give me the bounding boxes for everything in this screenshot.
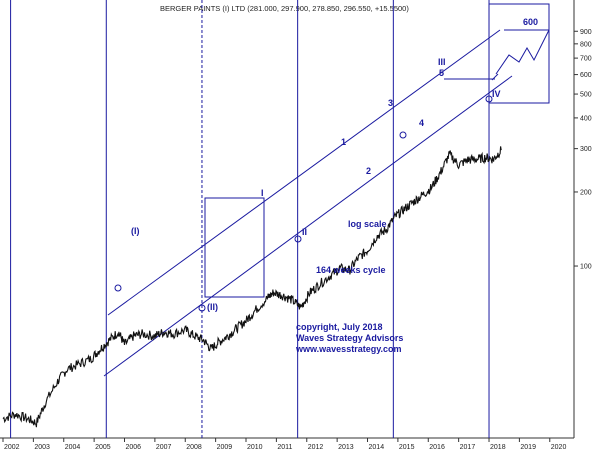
x-tick-label: 2005 <box>95 444 111 451</box>
wave-label-IV: IV <box>492 89 501 99</box>
cycle-lines <box>10 0 490 438</box>
y-tick-label: 500 <box>580 92 592 99</box>
y-tick-label: 600 <box>580 72 592 79</box>
wave-marker-circle <box>399 131 407 139</box>
y-tick-label: 100 <box>580 264 592 271</box>
log-scale-note: log scale <box>348 219 387 229</box>
wave-label-minor-I: I <box>261 188 264 198</box>
copyright-line-3: www.wavesstrategy.com <box>295 344 402 354</box>
wave-label-5: 5 <box>439 68 444 78</box>
copyright-line-2: Waves Strategy Advisors <box>296 333 403 343</box>
y-tick-label: 300 <box>580 146 592 153</box>
x-tick-label: 2009 <box>217 444 233 451</box>
price-series-line <box>2 146 502 428</box>
wave-marker-circle <box>294 235 302 243</box>
lower-channel-line <box>103 75 513 377</box>
x-tick-label: 2018 <box>490 444 506 451</box>
projection-path <box>495 29 550 75</box>
wave-marker-circle <box>198 304 206 312</box>
x-tick-label: 2003 <box>34 444 50 451</box>
x-tick-label: 2004 <box>65 444 81 451</box>
wave-label-III: III <box>438 57 446 67</box>
x-tick-label: 2017 <box>460 444 476 451</box>
upper-channel-line <box>107 29 501 316</box>
x-tick-label: 2016 <box>429 444 445 451</box>
wave-marker-circle <box>485 95 493 103</box>
target-label: 600 <box>523 17 538 27</box>
wave-label-2: 2 <box>366 166 371 176</box>
y-tick-label: 400 <box>580 115 592 122</box>
y-tick-label: 800 <box>580 41 592 48</box>
y-axis: 100 200 300 400 500 600 700 800 900 <box>574 29 592 271</box>
x-tick-label: 2010 <box>247 444 263 451</box>
x-tick-label: 2002 <box>4 444 20 451</box>
x-tick-label: 2012 <box>308 444 324 451</box>
projection-arrow-a <box>491 73 499 81</box>
wave-label-3: 3 <box>388 98 393 108</box>
y-tick-label: 700 <box>580 56 592 63</box>
y-tick-label: 200 <box>580 189 592 196</box>
x-tick-label: 2007 <box>156 444 172 451</box>
x-tick-label: 2011 <box>277 444 292 451</box>
wave-label-primary-2: (II) <box>207 302 218 312</box>
x-tick-label: 2006 <box>126 444 142 451</box>
wave-label-4: 4 <box>419 118 424 128</box>
wave-label-primary-1: (I) <box>131 226 140 236</box>
box-2008-2010 <box>204 197 265 298</box>
wave-marker-circle <box>114 284 122 292</box>
x-tick-label: 2014 <box>369 444 385 451</box>
box-projection <box>488 3 550 104</box>
chart-title: BERGER PAINTS (I) LTD (281.000, 297.900,… <box>160 4 409 13</box>
y-tick-label: 900 <box>580 29 592 36</box>
plot-frame <box>0 0 574 438</box>
wave-label-minor-II: II <box>302 227 307 237</box>
x-tick-label: 2020 <box>551 444 567 451</box>
wave-label-1: 1 <box>341 137 346 147</box>
x-tick-label: 2008 <box>186 444 202 451</box>
copyright-line-1: copyright, July 2018 <box>296 322 383 332</box>
x-tick-label: 2015 <box>399 444 415 451</box>
cycle-note: 164 weeks cycle <box>316 265 386 275</box>
x-tick-label: 2013 <box>338 444 354 451</box>
x-axis: 2002 2003 2004 2005 2006 2007 2008 2009 2010 2011… <box>2 438 567 451</box>
x-tick-label: 2019 <box>520 444 536 451</box>
